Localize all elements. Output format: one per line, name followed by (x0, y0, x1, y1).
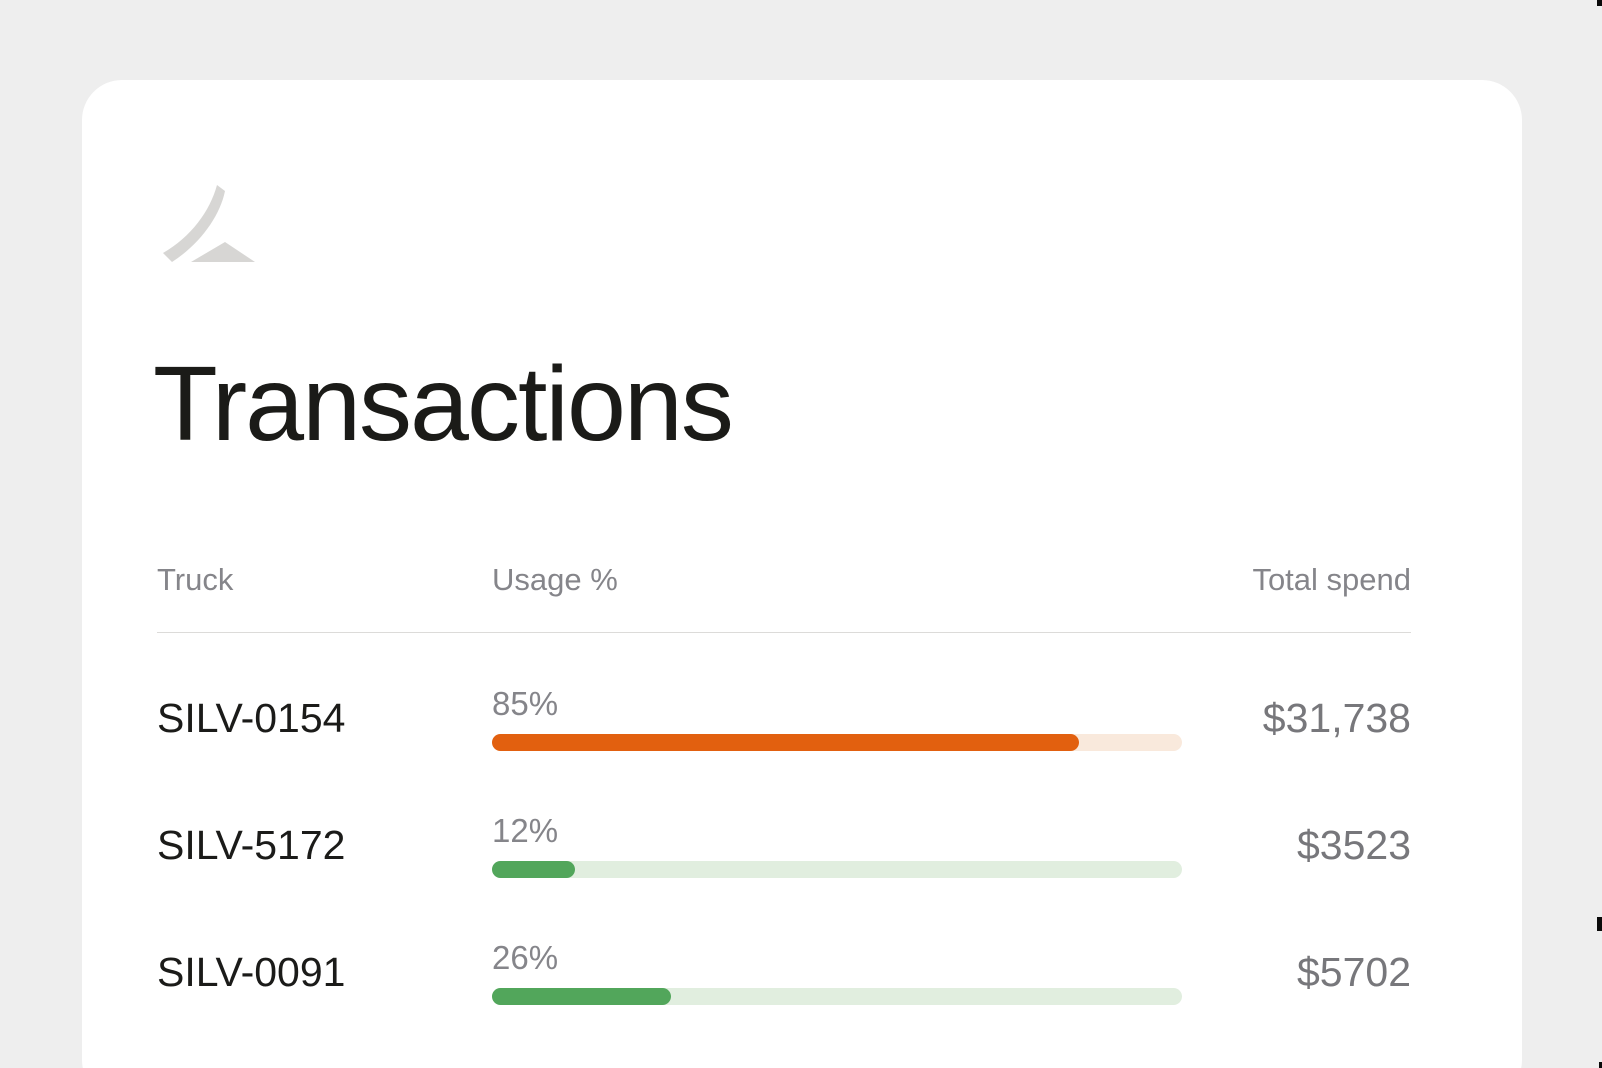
total-spend-value: $3523 (1296, 822, 1411, 868)
total-spend-value: $31,738 (1262, 695, 1411, 741)
usage-progress-fill (492, 988, 672, 1006)
usage-cell: 12% (492, 811, 1182, 879)
transactions-card: Transactions Truck Usage % Total spend S… (82, 80, 1522, 1068)
usage-percent-label: 12% (492, 811, 559, 849)
usage-cell: 26% (492, 938, 1182, 1006)
column-header-usage: Usage % (492, 562, 618, 597)
transactions-table-body: SILV-0154 85% $31,738 SILV-5172 12% $352… (157, 655, 1411, 1036)
usage-cell: 85% (492, 684, 1182, 752)
screen-edge-artifact (1597, 0, 1602, 6)
usage-progress-fill (492, 734, 1079, 752)
column-header-truck: Truck (157, 562, 234, 597)
truck-id-label: SILV-0154 (157, 695, 346, 741)
table-row-silv-5172[interactable]: SILV-5172 12% $3523 (157, 782, 1411, 909)
header-divider (157, 632, 1411, 633)
page-title: Transactions (153, 345, 734, 463)
table-header-row: Truck Usage % Total spend (157, 562, 1411, 598)
usage-progress-track (492, 988, 1182, 1006)
usage-progress-track (492, 861, 1182, 879)
swoosh-logo-icon (163, 185, 255, 262)
table-row-silv-0154[interactable]: SILV-0154 85% $31,738 (157, 655, 1411, 782)
screen-edge-artifact (1597, 917, 1602, 931)
column-header-total-spend: Total spend (1252, 562, 1411, 597)
usage-progress-fill (492, 861, 575, 879)
table-row-silv-0091[interactable]: SILV-0091 26% $5702 (157, 909, 1411, 1036)
usage-percent-label: 26% (492, 938, 559, 976)
total-spend-value: $5702 (1296, 949, 1411, 995)
truck-id-label: SILV-5172 (157, 822, 346, 868)
truck-id-label: SILV-0091 (157, 949, 346, 995)
usage-progress-track (492, 734, 1182, 752)
screen-edge-artifact (1599, 1062, 1602, 1068)
usage-percent-label: 85% (492, 684, 559, 722)
